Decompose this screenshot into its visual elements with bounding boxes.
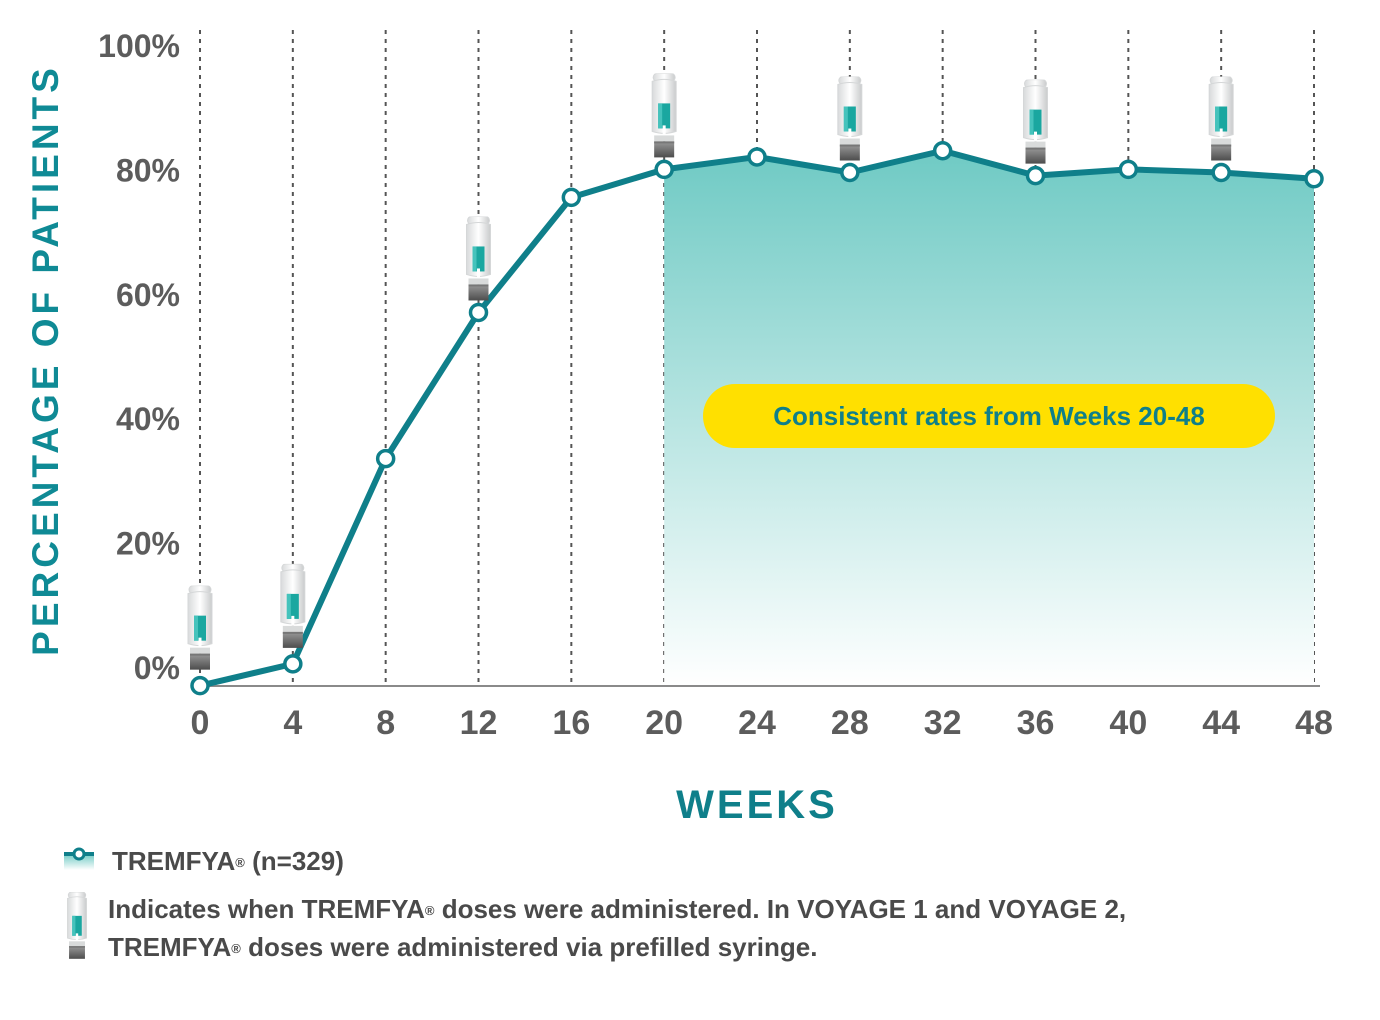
x-tick-16: 16 bbox=[552, 704, 590, 742]
legend-series: TREMFYA® (n=329) bbox=[62, 842, 344, 880]
x-tick-32: 32 bbox=[924, 704, 962, 742]
data-point-week-36 bbox=[1025, 165, 1046, 186]
syringe-icon bbox=[67, 892, 87, 960]
x-tick-48: 48 bbox=[1295, 704, 1333, 742]
data-point-week-20 bbox=[654, 159, 674, 180]
registered-mark: ® bbox=[235, 855, 245, 870]
syringe-icon bbox=[466, 216, 491, 301]
y-tick-labels: 0% 20% 40% 60% 80% 100% bbox=[98, 28, 180, 686]
syringe-icon bbox=[280, 563, 306, 649]
y-tick-100: 100% bbox=[98, 28, 180, 64]
syringe-icon bbox=[1208, 76, 1234, 162]
y-axis-label: PERCENTAGE OF PATIENTS bbox=[25, 64, 66, 656]
legend-series-n: (n=329) bbox=[244, 846, 344, 876]
dose-note-line1-b: doses were administered. In VOYAGE 1 and… bbox=[434, 894, 1127, 924]
y-tick-60: 60% bbox=[116, 277, 180, 313]
x-axis-label: WEEKS bbox=[676, 783, 838, 827]
registered-mark: ® bbox=[424, 903, 435, 918]
data-point-week-44 bbox=[1211, 162, 1231, 183]
syringe-icon bbox=[837, 76, 863, 162]
data-point-week-8 bbox=[375, 448, 396, 469]
x-tick-40: 40 bbox=[1109, 704, 1147, 742]
dose-note-line1-a: Indicates when TREMFYA bbox=[108, 894, 425, 924]
legend-series-name: TREMFYA bbox=[112, 846, 236, 876]
annotation-background bbox=[703, 384, 1275, 448]
data-point-week-32 bbox=[932, 140, 953, 161]
dose-note-line2-a: TREMFYA bbox=[108, 932, 232, 962]
y-tick-40: 40% bbox=[116, 401, 180, 437]
line-marker-icon bbox=[64, 847, 94, 870]
x-tick-12: 12 bbox=[460, 704, 498, 742]
dose-note-line2-b: doses were administered via prefilled sy… bbox=[240, 932, 818, 962]
data-point-week-16 bbox=[561, 187, 582, 208]
series-points bbox=[190, 140, 1324, 696]
syringe-icon bbox=[1023, 79, 1048, 165]
data-point-week-4 bbox=[283, 654, 303, 674]
data-point-week-12 bbox=[468, 302, 489, 323]
data-point-week-40 bbox=[1118, 159, 1139, 180]
data-point-week-0 bbox=[190, 675, 210, 696]
x-tick-labels: 0 4 8 12 16 20 24 28 32 36 40 44 48 bbox=[191, 704, 1333, 742]
annotation-text: Consistent rates from Weeks 20-48 bbox=[773, 401, 1205, 431]
x-tick-0: 0 bbox=[191, 704, 210, 742]
registered-mark: ® bbox=[231, 941, 241, 956]
syringe-icon bbox=[187, 585, 213, 671]
data-point-week-48 bbox=[1304, 168, 1324, 189]
x-tick-36: 36 bbox=[1017, 704, 1055, 742]
x-tick-24: 24 bbox=[738, 704, 776, 742]
data-point-week-24 bbox=[747, 147, 767, 167]
x-tick-4: 4 bbox=[283, 704, 302, 742]
x-tick-28: 28 bbox=[831, 704, 869, 742]
x-tick-44: 44 bbox=[1202, 704, 1240, 742]
x-tick-20: 20 bbox=[645, 704, 683, 742]
y-tick-80: 80% bbox=[116, 152, 180, 188]
annotation-callout: Consistent rates from Weeks 20-48 bbox=[703, 384, 1275, 448]
data-point-week-28 bbox=[840, 162, 860, 183]
y-tick-0: 0% bbox=[134, 650, 180, 686]
syringe-icon bbox=[651, 73, 677, 158]
legend-dose-note: Indicates when TREMFYA® doses were admin… bbox=[62, 890, 1126, 966]
y-tick-20: 20% bbox=[116, 526, 180, 562]
x-tick-8: 8 bbox=[376, 704, 395, 742]
